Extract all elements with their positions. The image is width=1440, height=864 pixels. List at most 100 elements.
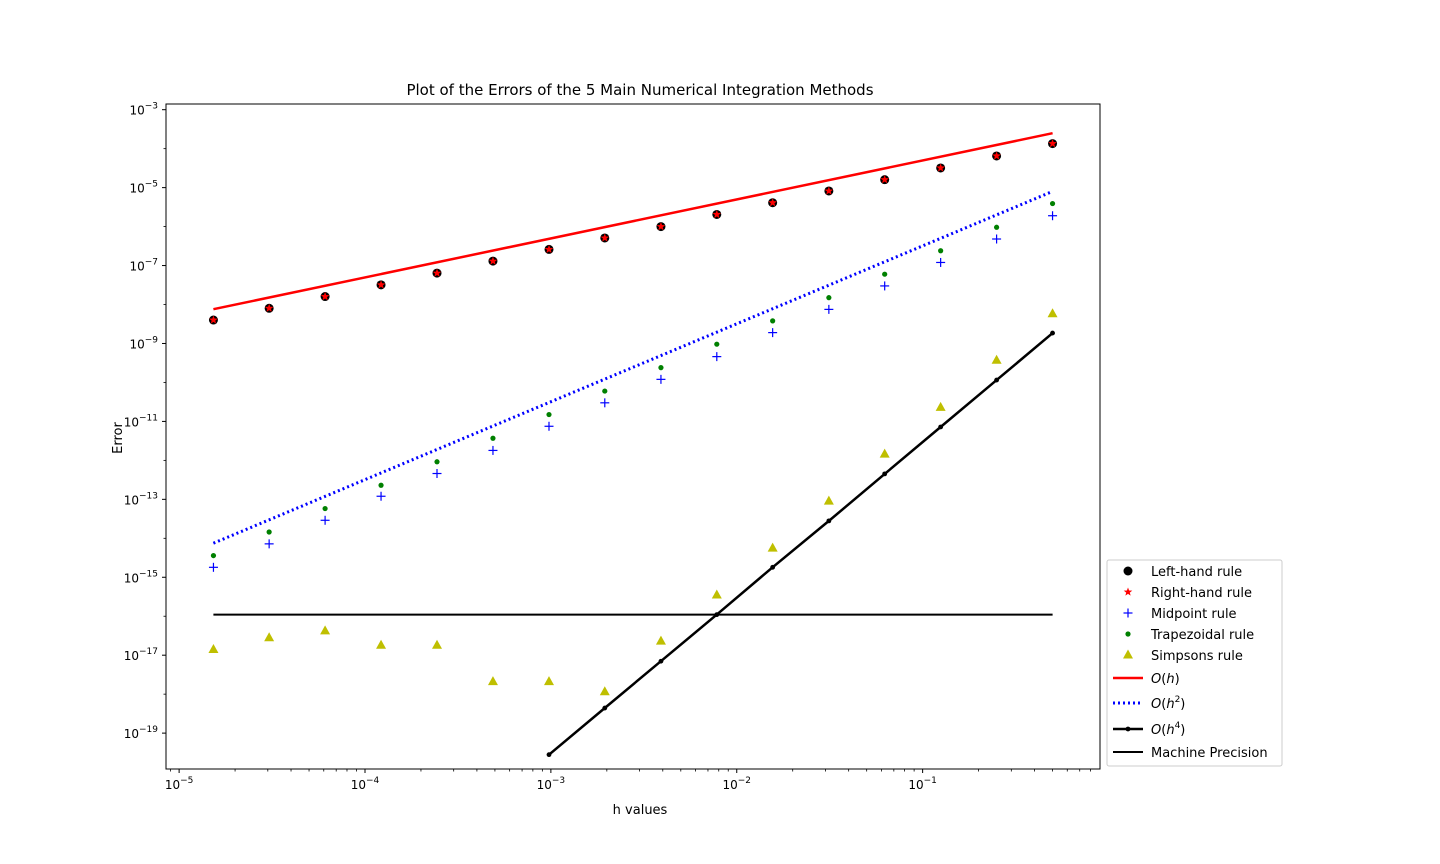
point-trapezoidal-rule bbox=[714, 341, 720, 347]
point-midpoint-rule bbox=[320, 515, 330, 525]
point-right-hand-rule bbox=[1048, 139, 1057, 148]
point-midpoint-rule bbox=[1048, 211, 1058, 221]
point-midpoint-rule bbox=[600, 398, 610, 408]
point-midpoint-rule bbox=[936, 257, 946, 267]
point-trapezoidal-rule bbox=[938, 248, 944, 254]
point-trapezoidal-rule bbox=[434, 459, 440, 465]
series-line-o-h4 bbox=[548, 332, 1054, 756]
point-simpsons-rule bbox=[823, 495, 834, 505]
point-o-h4 bbox=[546, 752, 552, 758]
point-midpoint-rule bbox=[376, 491, 386, 501]
point-o-h4 bbox=[770, 564, 776, 570]
point-right-hand-rule bbox=[320, 292, 330, 301]
point-trapezoidal-rule bbox=[266, 529, 272, 535]
legend-marker-midpoint-rule bbox=[1123, 608, 1133, 618]
x-axis-label: h values bbox=[613, 803, 668, 818]
point-simpsons-rule bbox=[320, 625, 331, 635]
point-o-h4 bbox=[658, 658, 664, 664]
point-midpoint-rule bbox=[544, 421, 554, 431]
point-o-h4 bbox=[826, 518, 832, 524]
point-simpsons-rule bbox=[208, 643, 219, 653]
series-line-o-h bbox=[213, 131, 1053, 311]
point-trapezoidal-rule bbox=[546, 411, 552, 418]
point-o-h4 bbox=[1050, 330, 1055, 336]
point-o-h4 bbox=[938, 424, 944, 430]
point-midpoint-rule bbox=[824, 304, 834, 314]
point-trapezoidal-rule bbox=[993, 224, 1000, 230]
legend-label-o-h2: O(h2) bbox=[1151, 695, 1185, 712]
point-simpsons-rule bbox=[711, 589, 722, 599]
point-midpoint-rule bbox=[432, 469, 442, 479]
point-simpsons-rule bbox=[264, 632, 275, 642]
point-trapezoidal-rule bbox=[602, 388, 608, 394]
point-midpoint-rule bbox=[712, 352, 722, 362]
point-right-hand-rule bbox=[432, 268, 442, 277]
point-o-h4 bbox=[994, 377, 999, 383]
point-right-hand-rule bbox=[992, 151, 1001, 160]
legend-box bbox=[1106, 559, 1283, 767]
point-right-hand-rule bbox=[600, 233, 610, 242]
point-midpoint-rule bbox=[880, 281, 890, 291]
y-tick-label: 10−7 bbox=[129, 258, 158, 274]
point-trapezoidal-rule bbox=[882, 271, 888, 277]
point-o-h4 bbox=[714, 612, 720, 618]
point-right-hand-rule bbox=[209, 315, 218, 324]
point-right-hand-rule bbox=[656, 222, 666, 231]
y-tick-label: 10−9 bbox=[129, 335, 158, 351]
x-tick-label: 10−2 bbox=[722, 776, 751, 792]
point-right-hand-rule bbox=[712, 209, 722, 219]
y-tick-label: 10−5 bbox=[129, 180, 158, 196]
point-trapezoidal-rule bbox=[210, 552, 217, 559]
series-line-o-h2 bbox=[212, 190, 1054, 545]
y-tick-label: 10−11 bbox=[124, 413, 158, 429]
legend-label-o-h4: O(h4) bbox=[1151, 721, 1185, 738]
x-tick-label: 10−4 bbox=[351, 776, 380, 792]
point-o-h4 bbox=[882, 471, 888, 477]
point-right-hand-rule bbox=[936, 163, 945, 172]
plot-area: 10−5 10−4 10−3 10−2 10−1 10−19 10−17 10−15 10−13… bbox=[124, 102, 1101, 792]
legend-label-midpoint-rule: Midpoint rule bbox=[1151, 607, 1237, 622]
point-midpoint-rule bbox=[992, 234, 1002, 244]
legend-label-trapezoidal-rule: Trapezoidal rule bbox=[1150, 628, 1254, 643]
point-right-hand-rule bbox=[376, 280, 386, 289]
legend-label-left-hand-rule: Left-hand rule bbox=[1151, 565, 1242, 580]
point-trapezoidal-rule bbox=[1049, 200, 1056, 207]
x-tick-label: 10−1 bbox=[908, 776, 937, 792]
point-trapezoidal-rule bbox=[378, 482, 384, 488]
point-o-h4 bbox=[602, 705, 608, 711]
legend-label-machine-precision: Machine Precision bbox=[1151, 746, 1268, 761]
point-midpoint-rule bbox=[488, 445, 498, 455]
point-simpsons-rule bbox=[1047, 308, 1058, 318]
point-simpsons-rule bbox=[376, 639, 387, 649]
legend-label-right-hand-rule: Right-hand rule bbox=[1151, 586, 1252, 601]
legend-marker-trapezoidal-rule bbox=[1125, 631, 1131, 637]
y-tick-label: 10−19 bbox=[124, 725, 159, 741]
legend-marker-o-h4 bbox=[1125, 726, 1131, 732]
y-axis-label: Error bbox=[111, 422, 126, 454]
point-trapezoidal-rule bbox=[490, 435, 496, 441]
x-tick-label: 10−3 bbox=[537, 776, 566, 792]
point-simpsons-rule bbox=[543, 676, 554, 686]
point-trapezoidal-rule bbox=[770, 318, 776, 324]
point-right-hand-rule bbox=[488, 256, 498, 265]
legend-marker-right-hand-rule bbox=[1123, 587, 1133, 596]
point-right-hand-rule bbox=[768, 198, 777, 207]
point-simpsons-rule bbox=[487, 676, 498, 686]
y-tick-label: 10−17 bbox=[124, 647, 158, 663]
point-simpsons-rule bbox=[599, 686, 610, 696]
point-trapezoidal-rule bbox=[658, 365, 664, 371]
point-midpoint-rule bbox=[264, 539, 274, 549]
point-trapezoidal-rule bbox=[322, 505, 328, 512]
point-simpsons-rule bbox=[655, 635, 666, 645]
point-midpoint-rule bbox=[208, 562, 218, 572]
point-simpsons-rule bbox=[935, 401, 946, 411]
point-simpsons-rule bbox=[879, 448, 890, 458]
legend-marker-left-hand-rule bbox=[1123, 566, 1133, 576]
plot-frame bbox=[165, 103, 1101, 770]
legend-label-simpsons-rule: Simpsons rule bbox=[1151, 649, 1243, 664]
point-midpoint-rule bbox=[768, 328, 778, 338]
point-simpsons-rule bbox=[991, 354, 1002, 364]
x-tick-label: 10−5 bbox=[165, 776, 194, 792]
chart-title: Plot of the Errors of the 5 Main Numeric… bbox=[406, 81, 873, 99]
